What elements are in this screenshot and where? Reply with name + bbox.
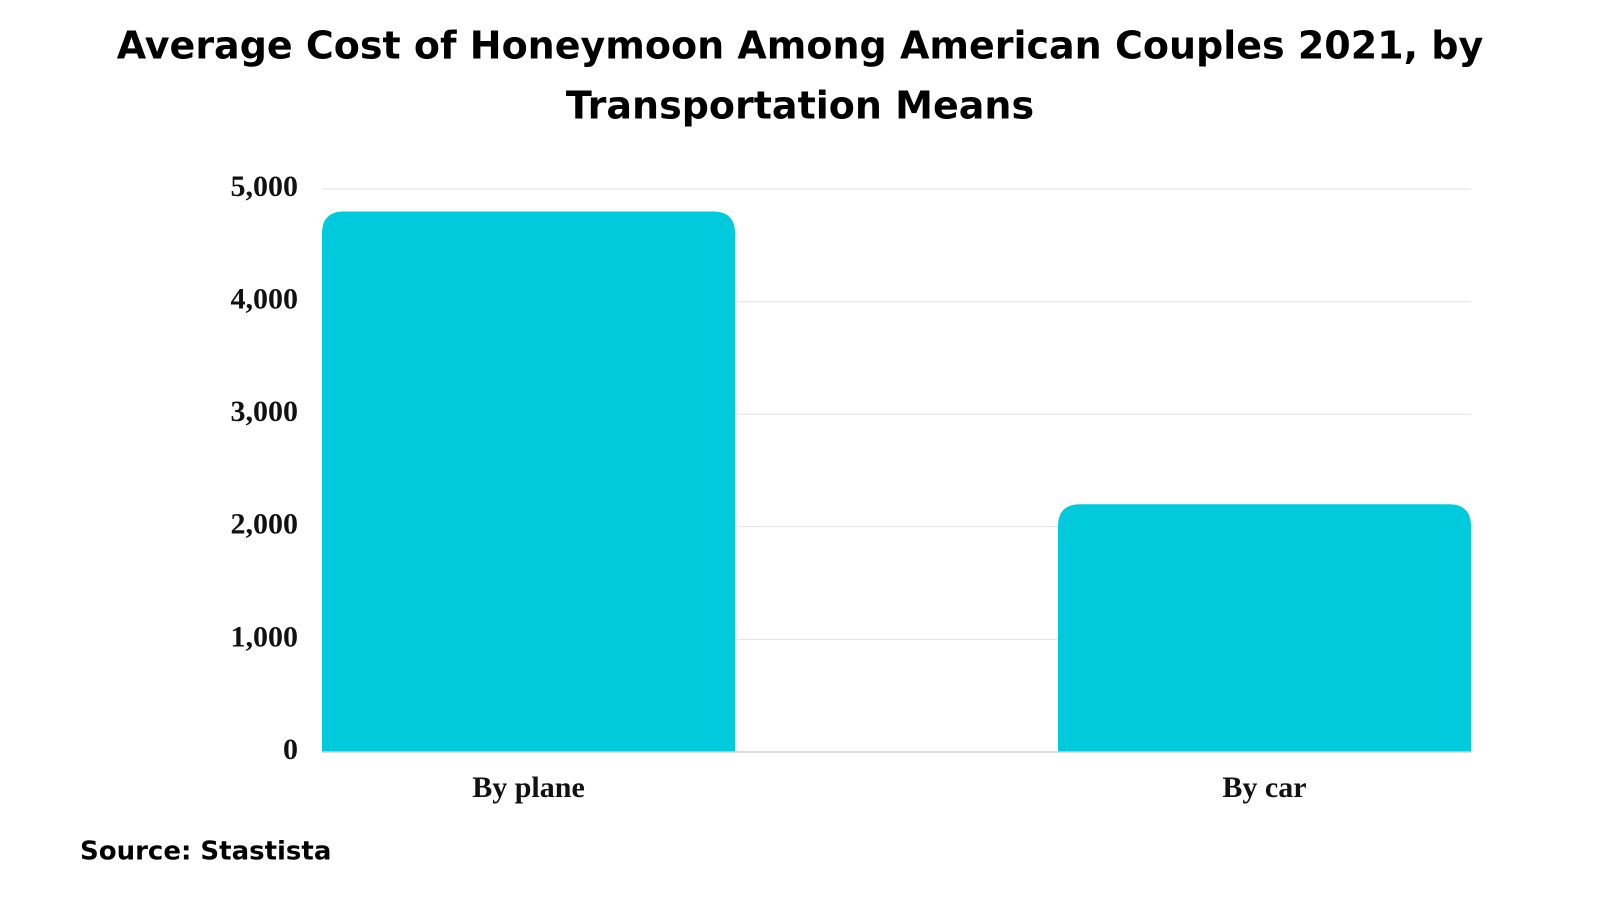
- y-tick-label: 5,000: [231, 170, 299, 203]
- source: Source: Stastista: [80, 837, 331, 867]
- y-tick-label: 0: [283, 733, 298, 766]
- chart-title: Average Cost of Honeymoon Among American…: [117, 24, 1484, 68]
- y-tick-label: 4,000: [231, 282, 299, 315]
- y-tick-label: 2,000: [231, 508, 299, 541]
- bar: [1058, 504, 1471, 752]
- y-tick-label: 3,000: [231, 395, 299, 428]
- x-tick-label: By car: [1222, 771, 1306, 804]
- y-tick-label: 1,000: [231, 620, 299, 653]
- chart-title: Transportation Means: [566, 84, 1034, 128]
- bar: [322, 211, 735, 752]
- x-tick-label: By plane: [472, 771, 585, 804]
